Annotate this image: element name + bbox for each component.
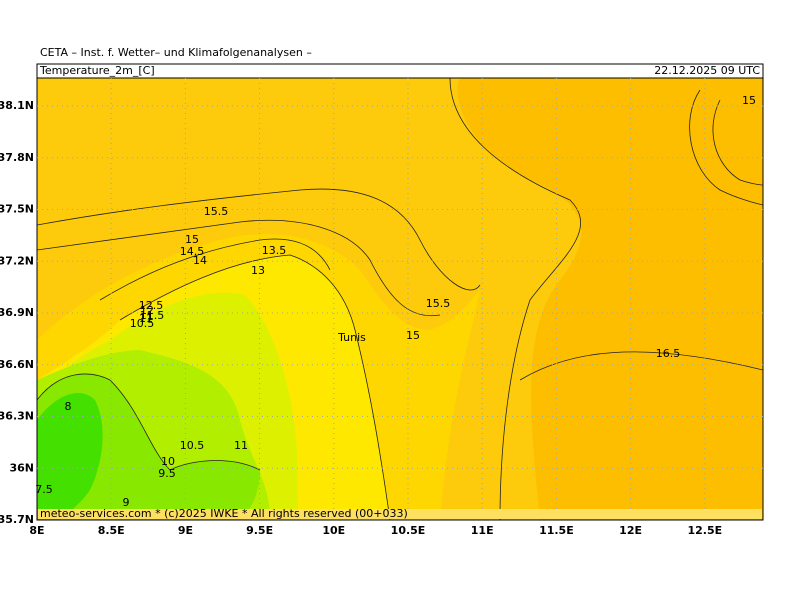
footer-bg [38, 509, 762, 519]
map-frame [36, 77, 764, 521]
contour-label: 11 [234, 439, 248, 452]
contour-label: 9 [123, 496, 130, 509]
lat-label: 37.5N [0, 203, 34, 216]
lat-label: 37.2N [0, 254, 34, 267]
contour-label: 14.5 [180, 245, 205, 258]
contour-label: 8 [65, 400, 72, 413]
contour-label: 12 [140, 304, 154, 317]
contour-label: 11 [139, 312, 153, 325]
lat-label: 38.1N [0, 99, 34, 112]
lon-label: 8E [29, 524, 44, 537]
contour-label: 11.5 [140, 309, 165, 322]
contour-label: 10 [161, 455, 175, 468]
contour-label: 15 [742, 94, 756, 107]
lon-label: 9.5E [246, 524, 273, 537]
title: Temperature_2m_[C] [39, 64, 155, 77]
lat-label: 36.6N [0, 358, 34, 371]
lon-label: 12.5E [687, 524, 722, 537]
lat-label: 36.3N [0, 410, 34, 423]
lon-label: 8.5E [98, 524, 125, 537]
contour-label: 16.5 [656, 347, 681, 360]
contour-label: 9.5 [158, 467, 176, 480]
lat-label: 37.8N [0, 151, 34, 164]
lon-label: 10.5E [391, 524, 426, 537]
contour-label: 15 [185, 233, 199, 246]
contour-label: 13 [251, 264, 265, 277]
contour-label: 14 [193, 254, 207, 267]
contour-label: 15.5 [204, 205, 229, 218]
date: 22.12.2025 09 UTC [654, 64, 760, 77]
contour-label: 7.5 [35, 483, 53, 496]
lat-label: 36N [9, 461, 34, 474]
lon-label: 11.5E [539, 524, 574, 537]
lon-label: 11E [471, 524, 494, 537]
lat-label: 35.7N [0, 513, 34, 526]
lon-label: 12E [619, 524, 642, 537]
contour-label: 13.5 [262, 244, 287, 257]
contour-label: 15.5 [426, 297, 451, 310]
lon-label: 10E [322, 524, 345, 537]
contour-label: 15 [406, 329, 420, 342]
contour-label: 12.5 [139, 299, 164, 312]
footer: meteo-services.com * (c)2025 IWKE * All … [40, 507, 408, 520]
map-area [37, 78, 763, 520]
header: CETA – Inst. f. Wetter– und Klimafolgena… [40, 46, 312, 59]
lon-label: 9E [178, 524, 193, 537]
contour-label: 10.5 [130, 317, 155, 330]
contour-label: 10.5 [180, 439, 205, 452]
lat-label: 36.9N [0, 306, 34, 319]
place-label: Tunis [337, 331, 366, 344]
